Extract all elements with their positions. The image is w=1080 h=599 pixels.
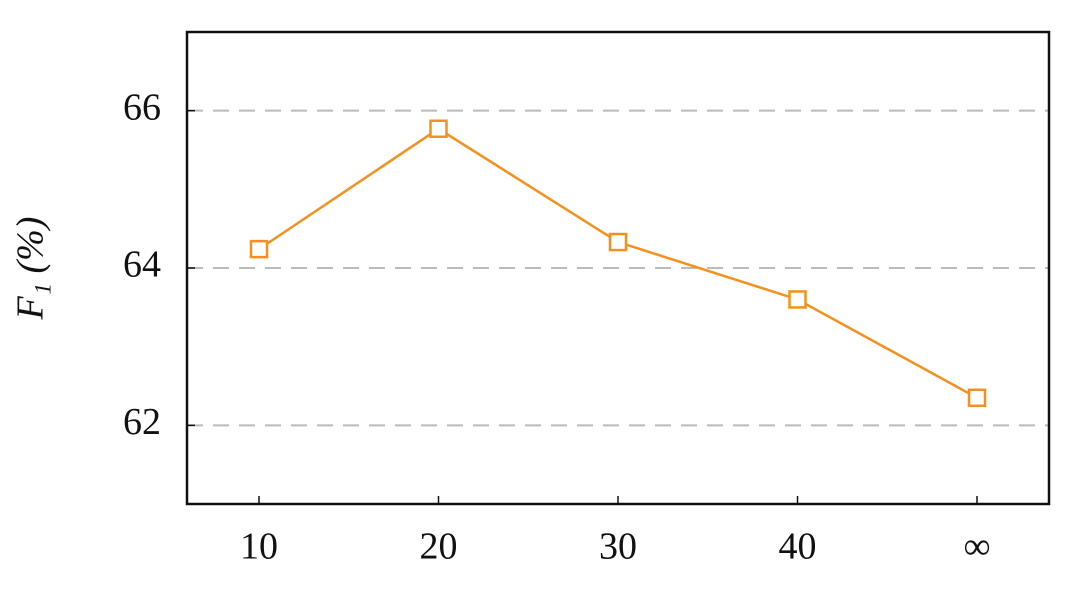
marker [788,290,807,309]
x-tick-label: 40 [779,526,817,568]
line-series [258,127,978,399]
y-tick-label: 64 [123,244,161,286]
marker [967,388,987,408]
marker [429,119,448,139]
plot-frame [185,30,1051,506]
marker [249,239,269,259]
y-axis-label: F₁ (%) [10,217,52,321]
marker [608,232,628,252]
x-tick-label: 10 [240,526,278,568]
x-tick-label: 30 [599,526,637,568]
y-tick-label: 66 [123,86,161,128]
x-tick-label: 20 [420,526,458,568]
x-tick-label: ∞ [963,526,990,568]
y-tick-label: 62 [123,401,161,443]
